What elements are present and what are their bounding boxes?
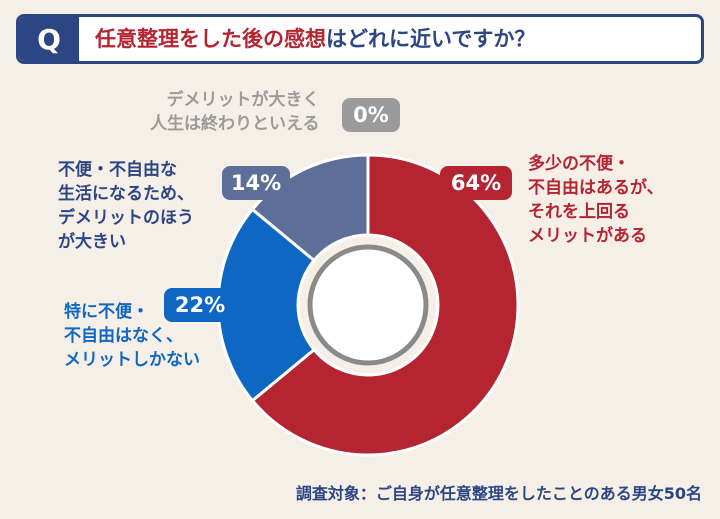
label-slice-4-line: 人生は終わりといえる: [150, 114, 320, 134]
label-slice-1: 多少の不便・ 不自由はあるが、 それを上回る メリットがある: [528, 152, 664, 248]
donut-slice-1: [250, 153, 520, 457]
question-highlight: 任意整理をした後の感想: [95, 27, 326, 51]
label-slice-4: デメリットが大きく 人生は終わりといえる: [150, 88, 320, 136]
badge-slice-4: 0%: [342, 98, 400, 132]
label-slice-3: 不便・不自由な 生活になるため、 デメリットのほう が大きい: [58, 158, 194, 254]
label-slice-3-line: 生活になるため、: [58, 184, 194, 204]
question-badge: Q: [19, 17, 79, 61]
label-slice-3-line: 不便・不自由な: [58, 160, 177, 180]
label-slice-1-line: メリットがある: [528, 226, 647, 246]
donut-slice-2: [216, 207, 317, 403]
question-header: Q 任意整理をした後の感想はどれに近いですか？: [16, 14, 704, 64]
label-slice-2-line: 不自由はなく、: [64, 326, 183, 346]
question-rest: はどれに近いですか？: [326, 27, 536, 51]
label-slice-1-line: それを上回る: [528, 202, 630, 222]
label-slice-3-line: デメリットのほう: [58, 208, 194, 228]
label-slice-1-line: 不自由はあるが、: [528, 178, 664, 198]
badge-slice-3: 14%: [222, 166, 290, 200]
donut-slices: [216, 153, 520, 457]
donut-inner-ring: [307, 244, 429, 366]
label-slice-2: 特に不便・ 不自由はなく、 メリットしかない: [64, 300, 200, 372]
question-text: 任意整理をした後の感想はどれに近いですか？: [95, 17, 535, 61]
label-slice-4-line: デメリットが大きく: [166, 90, 320, 110]
survey-footnote: 調査対象：ご自身が任意整理をしたことのある男女50名: [295, 484, 702, 503]
badge-slice-1: 64%: [440, 166, 512, 200]
label-slice-2-line: 特に不便・: [64, 302, 149, 322]
label-slice-2-line: メリットしかない: [64, 350, 200, 370]
badge-slice-2: 22%: [164, 288, 236, 322]
label-slice-1-line: 多少の不便・: [528, 154, 630, 174]
label-slice-3-line: が大きい: [58, 232, 126, 252]
